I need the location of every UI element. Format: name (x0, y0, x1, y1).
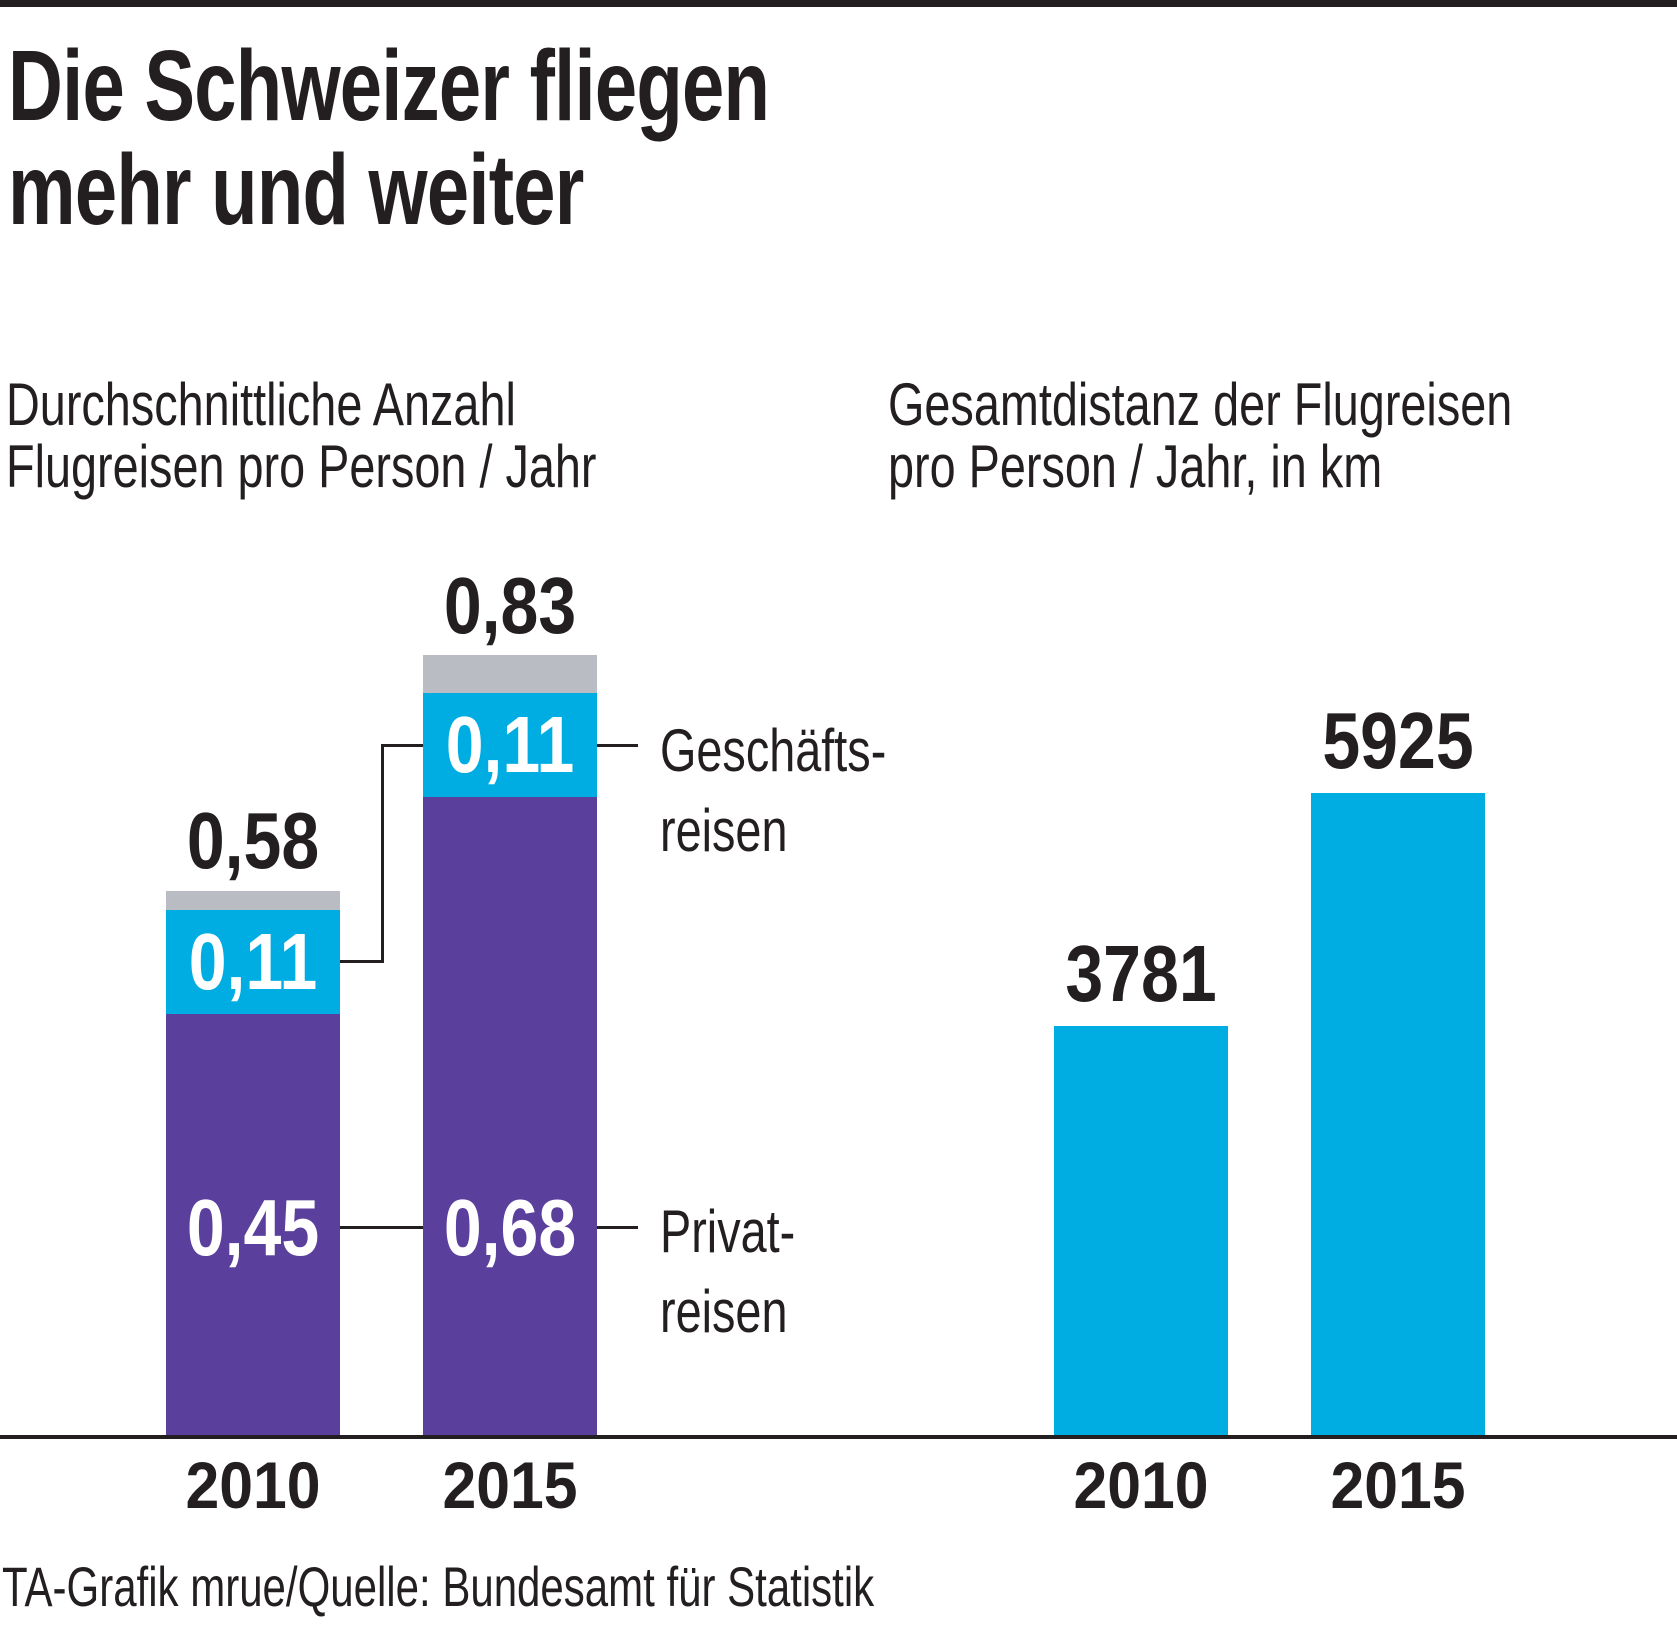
business-connector-h1 (340, 960, 381, 963)
private-connector (340, 1226, 423, 1229)
right-2010-value-label: 3781 (1065, 929, 1217, 1018)
business-label-dash (597, 744, 638, 747)
right-axis-year-2015: 2015 (1330, 1448, 1466, 1522)
right-bar-2010 (1054, 1026, 1228, 1437)
left-2010-total-label: 0,58 (186, 796, 320, 885)
left-bar-2010-business-segment (166, 910, 340, 1014)
business-connector-vertical (381, 744, 384, 963)
left-bar-2010-rest-segment (166, 891, 340, 910)
page-title-line2: mehr und weiter (8, 134, 584, 246)
top-border-rule (0, 0, 1677, 7)
page-title-line1: Die Schweizer fliegen (8, 30, 770, 142)
source-credit: TA-Grafik mrue/Quelle: Bundesamt für Sta… (2, 1555, 875, 1618)
right-axis-year-2010: 2010 (1073, 1448, 1209, 1522)
left-2015-private-value: 0,68 (443, 1183, 577, 1272)
right-2015-value-label: 5925 (1322, 696, 1474, 785)
legend-business-travel: Geschäfts- reisen (660, 717, 887, 864)
left-axis-year-2010: 2010 (185, 1448, 321, 1522)
legend-private-travel: Privat- reisen (660, 1198, 796, 1345)
left-axis-year-2015: 2015 (442, 1448, 578, 1522)
left-chart-subtitle: Durchschnittliche Anzahl Flugreisen pro … (6, 371, 597, 500)
business-connector-h2 (384, 744, 423, 747)
left-2010-private-value: 0,45 (186, 1183, 320, 1272)
right-bar-2015 (1311, 793, 1485, 1437)
left-2015-total-label: 0,83 (443, 561, 577, 650)
left-bar-2015-private-segment (423, 797, 597, 1437)
page-title: Die Schweizer fliegen mehr und weiter (8, 34, 1010, 242)
left-2015-business-value: 0,11 (445, 700, 575, 789)
left-bar-2015-business-segment (423, 693, 597, 797)
left-bar-2015-rest-segment (423, 655, 597, 693)
right-chart-subtitle: Gesamtdistanz der Flugreisen pro Person … (888, 371, 1513, 500)
left-bar-2010-private-segment (166, 1014, 340, 1437)
left-2010-business-value: 0,11 (188, 917, 318, 1006)
private-label-dash (597, 1226, 638, 1229)
x-axis-baseline (0, 1435, 1677, 1439)
